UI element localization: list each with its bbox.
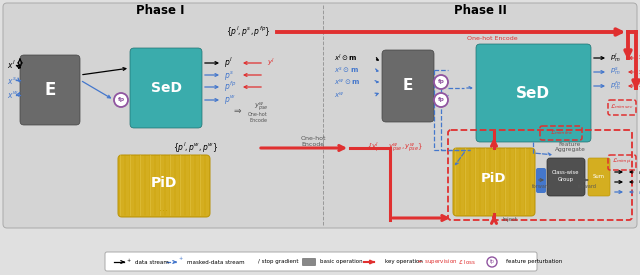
Text: Phase II: Phase II (454, 4, 506, 18)
Text: $y^s_{pse}$: $y^s_{pse}$ (638, 67, 640, 78)
Text: $x^l \odot \mathbf{m}$: $x^l \odot \mathbf{m}$ (334, 52, 358, 64)
Text: $x^w \odot \mathbf{m}$: $x^w \odot \mathbf{m}$ (334, 77, 360, 87)
Text: $p^{fp}_m$: $p^{fp}_m$ (610, 79, 621, 93)
Text: data stream: data stream (135, 260, 169, 265)
FancyBboxPatch shape (302, 258, 316, 266)
Text: $\mathcal{L}$ loss: $\mathcal{L}$ loss (458, 258, 476, 266)
Text: Inject: Inject (502, 216, 518, 221)
Circle shape (114, 93, 128, 107)
FancyBboxPatch shape (476, 44, 591, 142)
Text: $r^l \leftarrow x^l$: $r^l \leftarrow x^l$ (638, 167, 640, 177)
Text: Encode: Encode (301, 142, 324, 147)
Text: $y^w_{pse}$: $y^w_{pse}$ (254, 100, 269, 114)
Text: One-hot Encode: One-hot Encode (467, 35, 517, 40)
Text: $p^s$: $p^s$ (224, 68, 234, 81)
FancyBboxPatch shape (20, 55, 80, 125)
Text: $\Rightarrow$: $\Rightarrow$ (232, 106, 243, 115)
Text: +: + (126, 257, 130, 263)
FancyBboxPatch shape (453, 148, 535, 216)
Text: fp: fp (438, 79, 444, 84)
FancyBboxPatch shape (130, 48, 202, 128)
Text: One-hot: One-hot (300, 136, 326, 141)
Text: PiD: PiD (151, 176, 177, 190)
Text: $x^s$: $x^s$ (7, 75, 17, 86)
Text: fp: fp (117, 98, 125, 103)
Text: fp: fp (490, 260, 495, 265)
Text: $\leftarrow$ supervision: $\leftarrow$ supervision (416, 257, 458, 266)
Text: Class-wise: Class-wise (552, 169, 580, 175)
Text: $x^l$: $x^l$ (7, 59, 15, 71)
Text: SeD: SeD (516, 86, 550, 100)
Text: $y^l_{pse}$: $y^l_{pse}$ (638, 52, 640, 64)
Text: Sum: Sum (593, 175, 605, 180)
Text: $y^l$: $y^l$ (267, 57, 275, 69)
Text: key operation: key operation (385, 260, 423, 265)
FancyBboxPatch shape (3, 3, 637, 228)
Text: E: E (44, 81, 56, 99)
Text: $p^l_m$: $p^l_m$ (610, 51, 621, 65)
Text: forward: forward (531, 183, 550, 188)
Text: feature perturbation: feature perturbation (506, 260, 563, 265)
Text: $r^s \leftarrow x^s$: $r^s \leftarrow x^s$ (638, 178, 640, 186)
Text: masked-data stream: masked-data stream (187, 260, 244, 265)
Text: $\mathcal{L}_{mimfea}$: $\mathcal{L}_{mimfea}$ (550, 128, 572, 138)
Text: $\mathcal{L}_{mimpi}$: $\mathcal{L}_{mimpi}$ (612, 157, 632, 167)
Text: PiD: PiD (481, 172, 507, 185)
Text: $p^w$: $p^w$ (224, 94, 236, 106)
Text: Feature: Feature (559, 142, 581, 147)
Circle shape (434, 75, 448, 89)
Text: $r^{fp} \leftarrow x^{fp}$: $r^{fp} \leftarrow x^{fp}$ (638, 187, 640, 197)
Text: $x^w$: $x^w$ (7, 89, 19, 100)
Circle shape (487, 257, 497, 267)
Text: E: E (403, 78, 413, 94)
Text: ...: ... (159, 203, 168, 213)
Text: fp: fp (438, 98, 444, 103)
Text: $x^s \odot \mathbf{m}$: $x^s \odot \mathbf{m}$ (334, 65, 359, 75)
FancyBboxPatch shape (118, 155, 210, 217)
Text: $\mathcal{L}_{mimsec}$: $\mathcal{L}_{mimsec}$ (611, 103, 634, 111)
FancyBboxPatch shape (382, 50, 434, 122)
Text: $p^{fp}$: $p^{fp}$ (224, 80, 236, 94)
Text: / stop gradient: / stop gradient (258, 260, 298, 265)
Text: +: + (178, 257, 182, 262)
Text: $\{y^l_{pse}, y^w_{pse}, y^w_{pse}\}$: $\{y^l_{pse}, y^w_{pse}, y^w_{pse}\}$ (367, 141, 423, 155)
Text: SeD: SeD (150, 81, 182, 95)
Text: $p^l$: $p^l$ (224, 56, 233, 70)
FancyBboxPatch shape (547, 158, 585, 196)
Text: $p^s_m$: $p^s_m$ (610, 66, 621, 78)
FancyBboxPatch shape (105, 252, 537, 271)
Text: basic operation: basic operation (320, 260, 363, 265)
FancyBboxPatch shape (588, 158, 610, 196)
Text: $\{p^l, p^w, p^w\}$: $\{p^l, p^w, p^w\}$ (173, 141, 219, 155)
Text: One-hot: One-hot (248, 112, 268, 117)
Text: $\{p^l, p^s, p^{fp}\}$: $\{p^l, p^s, p^{fp}\}$ (226, 25, 270, 39)
Text: forward: forward (577, 183, 596, 188)
Text: Phase I: Phase I (136, 4, 184, 18)
Text: Group: Group (558, 177, 574, 182)
FancyBboxPatch shape (536, 168, 546, 193)
Circle shape (434, 93, 448, 107)
Text: $x^w$: $x^w$ (334, 90, 345, 100)
Text: Aggregate: Aggregate (555, 147, 586, 153)
Text: Encode: Encode (249, 117, 267, 122)
Text: $y^{fp}_{pse}$: $y^{fp}_{pse}$ (638, 80, 640, 92)
